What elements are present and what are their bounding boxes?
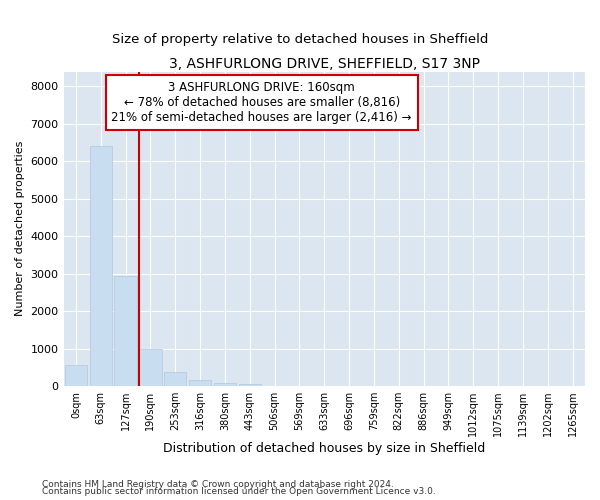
Y-axis label: Number of detached properties: Number of detached properties bbox=[15, 141, 25, 316]
Text: Contains HM Land Registry data © Crown copyright and database right 2024.: Contains HM Land Registry data © Crown c… bbox=[42, 480, 394, 489]
Bar bbox=[89, 146, 112, 386]
Title: 3, ASHFURLONG DRIVE, SHEFFIELD, S17 3NP: 3, ASHFURLONG DRIVE, SHEFFIELD, S17 3NP bbox=[169, 58, 480, 71]
Bar bbox=[239, 384, 261, 386]
Text: Size of property relative to detached houses in Sheffield: Size of property relative to detached ho… bbox=[112, 32, 488, 46]
Bar bbox=[65, 366, 87, 386]
X-axis label: Distribution of detached houses by size in Sheffield: Distribution of detached houses by size … bbox=[163, 442, 485, 455]
Bar bbox=[139, 348, 161, 386]
Text: Contains public sector information licensed under the Open Government Licence v3: Contains public sector information licen… bbox=[42, 487, 436, 496]
Text: 3 ASHFURLONG DRIVE: 160sqm
← 78% of detached houses are smaller (8,816)
21% of s: 3 ASHFURLONG DRIVE: 160sqm ← 78% of deta… bbox=[112, 81, 412, 124]
Bar bbox=[164, 372, 187, 386]
Bar bbox=[214, 382, 236, 386]
Bar bbox=[189, 380, 211, 386]
Bar bbox=[115, 276, 137, 386]
